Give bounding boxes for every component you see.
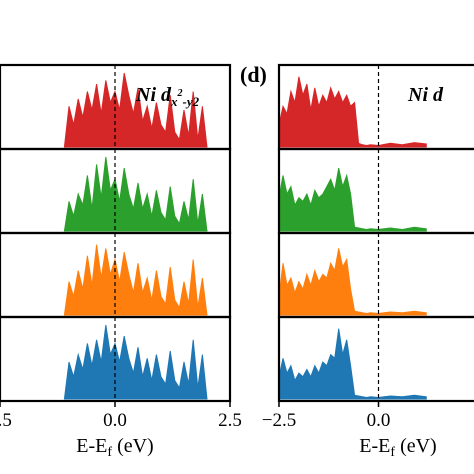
chart-right-panel: −2.5 0.0 E-Ef (eV) Ni d (d) [240, 62, 474, 460]
x-tick-label: 2.5 [218, 410, 242, 431]
dos-area-series-2 [278, 167, 427, 232]
x-axis-label: E-Ef (eV) [359, 435, 436, 460]
x-axis-label: E-Ef (eV) [76, 435, 153, 460]
x-tick-label: 2.5 [0, 410, 12, 431]
orbital-annotation: Ni d [407, 84, 444, 106]
x-tick-label: −2.5 [262, 410, 296, 431]
dos-area-series-4 [278, 328, 427, 400]
dos-area-series-3 [278, 248, 427, 316]
dos-area-series-1 [278, 76, 427, 148]
dos-area-series-2 [63, 156, 208, 232]
dos-area-series-1 [63, 72, 208, 148]
dos-area-series-3 [63, 244, 208, 316]
orbital-annotation: Ni dx2-y2 [135, 84, 200, 109]
panel-label: (d) [240, 62, 267, 87]
x-tick-label: 0.0 [367, 410, 391, 431]
dos-area-series-4 [63, 324, 208, 400]
chart-left-panel: 2.5 0.0 2.5 E-Ef (eV) Ni dx2-y2 [0, 63, 242, 460]
x-tick-label: 0.0 [103, 410, 127, 431]
